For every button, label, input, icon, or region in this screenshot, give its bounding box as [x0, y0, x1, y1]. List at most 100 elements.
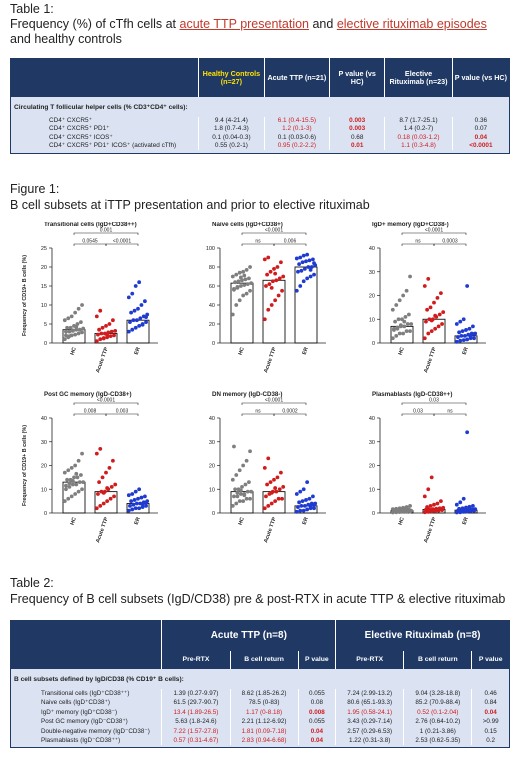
data-point	[233, 487, 238, 492]
data-point	[301, 253, 306, 258]
data-point	[238, 284, 243, 288]
y-tick-label: 100	[206, 246, 215, 252]
data-point	[237, 499, 242, 504]
data-point	[240, 278, 244, 283]
table2-cell-return-er: 2.76 (0.64-10.2)	[403, 717, 473, 727]
data-point	[248, 449, 252, 454]
data-point	[311, 494, 315, 499]
data-point	[132, 308, 137, 313]
table2-cell-pre-attp: 1.39 (0.27-9.97)	[161, 689, 231, 699]
data-point	[312, 506, 316, 511]
table1-row-label: CD4⁺ CXCR5⁺ PD1⁺	[10, 125, 200, 134]
data-point	[433, 326, 438, 331]
table1-caption-link-er[interactable]: elective rituximab episodes	[336, 17, 487, 31]
data-point	[272, 477, 276, 482]
data-point	[107, 322, 112, 326]
data-point	[138, 316, 143, 321]
data-point	[454, 502, 459, 507]
data-point	[426, 276, 431, 281]
data-point	[97, 480, 101, 485]
data-point	[68, 325, 73, 330]
table1-cell-p2: 0.07	[452, 125, 510, 134]
data-point	[232, 494, 236, 499]
data-point	[279, 260, 283, 265]
data-point	[465, 337, 470, 342]
data-point	[112, 333, 116, 338]
data-point	[232, 444, 236, 449]
significance-bracket	[73, 402, 139, 405]
data-point	[62, 337, 67, 342]
y-tick-label: 15	[41, 284, 47, 290]
y-tick-label: 40	[209, 416, 215, 422]
data-point	[74, 325, 79, 329]
data-point	[462, 333, 467, 338]
data-point	[441, 505, 446, 510]
data-point	[472, 336, 476, 341]
data-point	[408, 329, 412, 334]
y-tick-label: 0	[44, 511, 47, 517]
data-point	[277, 276, 282, 281]
data-point	[457, 506, 461, 511]
data-point	[73, 463, 78, 468]
panel-title: DN memory (IgD-CD38-)	[212, 391, 282, 398]
data-point	[458, 319, 463, 324]
y-tick-label: 40	[369, 416, 375, 422]
data-point	[144, 320, 148, 324]
data-point	[65, 325, 69, 330]
table1-caption-link-attp[interactable]: acute TTP presentation	[179, 17, 309, 31]
data-point	[137, 280, 142, 285]
table1-section-label: Circulating T follicular helper cells (%…	[10, 97, 510, 117]
data-point	[230, 312, 235, 317]
data-point	[97, 327, 101, 332]
data-point	[437, 506, 442, 511]
table2-header-attp: Acute TTP (n=8)	[161, 620, 337, 651]
data-point	[273, 486, 278, 490]
data-point	[305, 276, 310, 281]
data-point	[144, 501, 148, 505]
y-axis-label: Frequency of CD19+ B cells (%)	[22, 425, 28, 506]
data-point	[98, 308, 103, 313]
data-point	[133, 284, 138, 288]
table-row: Naive cells (IgD⁺CD38⁺) 61.5 (29.7-90.7)…	[10, 698, 510, 708]
data-point	[264, 284, 268, 288]
data-point	[405, 322, 410, 326]
data-point	[402, 319, 407, 324]
table2-cell-pre-er: 2.57 (0.29-6.53)	[335, 726, 405, 737]
data-point	[126, 329, 131, 334]
significance-bracket	[241, 232, 307, 235]
data-point	[301, 279, 306, 284]
data-point	[62, 470, 67, 475]
y-tick-label: 10	[41, 303, 47, 309]
data-point	[76, 458, 81, 463]
data-point	[133, 506, 138, 511]
data-point	[309, 265, 314, 269]
data-point	[272, 267, 276, 271]
data-point	[459, 333, 464, 338]
x-tick-label: ER	[134, 347, 142, 356]
data-point	[96, 332, 100, 337]
table2-sub-pre-attp: Pre-RTX	[161, 651, 231, 669]
data-point	[105, 333, 110, 337]
x-tick-label: ER	[134, 517, 142, 526]
data-point	[104, 470, 108, 475]
table1-cell-hc: 1.8 (0.7-4.3)	[198, 125, 265, 134]
significance-bracket	[73, 232, 139, 235]
data-point	[238, 275, 243, 280]
data-point	[98, 446, 103, 451]
data-point	[105, 499, 110, 504]
table2-cell-p-attp: 0.04	[298, 736, 337, 746]
data-point	[69, 465, 74, 470]
p-value-label: 0.008	[84, 409, 97, 415]
data-point	[265, 272, 269, 277]
data-point	[308, 504, 313, 509]
table1-header-hc: Healthy Controls (n=27)	[198, 58, 265, 97]
x-tick-label: HC	[70, 517, 78, 526]
data-point	[277, 487, 282, 492]
data-point	[64, 333, 68, 338]
data-point	[137, 506, 142, 511]
data-point	[109, 329, 114, 334]
table1-header-p2: P value (vs HC)	[452, 58, 510, 97]
data-point	[101, 490, 106, 495]
table1-cell-p2: 0.04	[452, 133, 510, 142]
data-point	[104, 324, 108, 328]
